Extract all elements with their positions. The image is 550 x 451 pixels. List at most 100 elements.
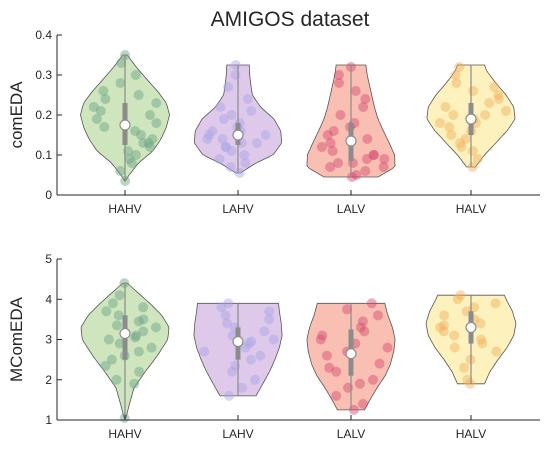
data-point-lahv [246,106,257,116]
data-point-lalv [325,138,336,148]
data-point-halv [467,146,478,156]
data-point-hahv [124,154,134,164]
median-marker-lahv [232,335,244,348]
data-point-hahv [133,90,144,100]
data-point-hahv [145,142,156,152]
x-tick-label: LAHV [222,202,253,216]
data-point-lahv [230,360,241,371]
median-marker-lalv [345,347,357,360]
data-point-lalv [368,374,378,385]
data-point-lahv [218,114,229,124]
data-point-lahv [264,314,275,325]
data-point-lalv [316,142,327,152]
data-point-halv [489,82,500,92]
data-point-lahv [239,150,250,160]
data-point-halv [452,294,463,305]
data-point-lalv [324,362,335,373]
median-marker-lahv [232,129,244,141]
data-point-lalv [328,126,339,136]
data-point-hahv [100,94,111,104]
data-point-hahv [146,342,157,353]
median-marker-hahv [119,119,131,131]
data-point-halv [501,106,511,116]
data-point-lalv [378,162,389,172]
data-point-hahv [143,138,154,148]
data-point-lalv [362,154,372,164]
data-point-halv [446,130,457,140]
data-point-halv [493,90,504,100]
data-point-hahv [134,366,145,377]
data-point-hahv [130,126,141,136]
data-point-halv [477,338,488,349]
data-point-lalv [355,378,365,389]
data-point-halv [480,110,491,120]
data-point-lahv [207,126,218,136]
median-marker-lalv [345,135,357,147]
y-tick-label: 5 [45,252,52,266]
data-point-lahv [202,134,213,144]
data-point-lahv [245,354,256,365]
x-tick-label: HAHV [108,202,141,216]
data-point-hahv [126,158,137,168]
data-point-lahv [251,138,262,148]
data-point-lalv [359,326,370,337]
data-point-halv [439,310,450,321]
data-point-lalv [360,94,371,104]
data-point-lahv [237,382,248,393]
data-point-lahv [223,82,234,92]
data-point-lalv [327,146,338,156]
data-point-hahv [130,70,141,80]
data-point-lahv [224,390,234,401]
data-point-halv [435,322,446,333]
data-point-hahv [147,134,158,144]
data-point-lalv [334,78,344,88]
data-point-lahv [222,318,233,329]
data-point-halv [450,70,461,80]
data-point-hahv [131,330,142,341]
data-point-hahv [115,166,126,176]
data-point-hahv [119,278,130,289]
data-point-lalv [368,150,379,160]
data-point-lahv [226,146,237,156]
data-point-hahv [136,130,146,140]
data-point-halv [476,334,487,345]
data-point-lalv [357,316,368,327]
data-point-lalv [321,350,332,361]
y-tick-label: 0.2 [35,108,52,122]
data-point-lahv [226,110,237,120]
data-point-lahv [221,142,232,152]
x-tick-label: LALV [337,202,365,216]
data-point-hahv [108,298,118,309]
data-point-lahv [264,306,275,317]
data-point-halv [472,154,483,164]
data-point-halv [459,362,469,373]
data-point-lalv [379,154,390,164]
data-point-hahv [145,110,155,120]
y-tick-label: 1 [45,413,52,427]
data-point-hahv [101,306,112,317]
data-point-lalv [351,170,362,180]
data-point-halv [440,102,451,112]
data-point-lalv [355,322,366,333]
data-point-hahv [129,378,140,389]
data-point-lalv [333,70,344,80]
data-point-halv [467,162,478,172]
data-point-hahv [91,114,102,124]
median-marker-hahv [119,327,131,340]
data-point-hahv [100,360,111,371]
data-point-halv [475,318,486,329]
data-point-lahv [217,134,228,144]
data-point-lahv [204,130,215,140]
data-point-lalv [360,166,371,176]
data-point-lahv [215,102,226,112]
data-point-hahv [88,102,99,112]
data-point-lahv [260,130,271,140]
data-point-lahv [223,298,234,309]
data-point-hahv [130,150,141,160]
data-point-halv [434,118,445,128]
data-point-hahv [150,322,161,333]
x-tick-label: HAHV [108,427,141,441]
data-point-halv [449,330,460,341]
data-point-hahv [114,338,125,349]
